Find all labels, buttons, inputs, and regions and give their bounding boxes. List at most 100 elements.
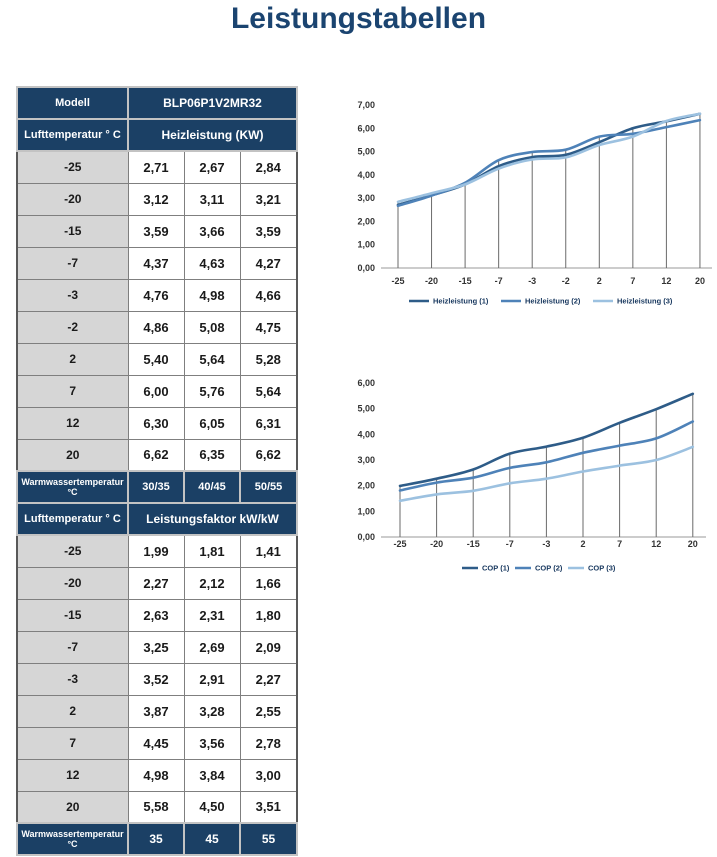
y-tick-label: 5,00 [357,147,375,157]
temp-cell: 12 [16,406,129,440]
x-tick-label: 20 [695,276,705,286]
value-cell: 6,30 [127,406,185,440]
value-cell: 2,78 [239,726,298,760]
y-tick-label: 3,00 [357,455,375,465]
temp-cell: -3 [16,662,129,696]
value-cell: 4,98 [183,278,241,312]
value-cell: 3,25 [127,630,185,664]
water-temp-footer-row: Warmwassertemperatur °C 35 45 55 [16,822,299,856]
cop-data-row: -20 2,27 2,12 1,66 [16,566,298,600]
y-tick-label: 2,00 [357,481,375,491]
value-cell: 6,62 [127,438,185,472]
legend-label: COP (2) [535,564,563,573]
value-cell: 6,62 [239,438,298,472]
heizleistung-header-cell: Heizleistung (KW) [126,118,299,152]
value-cell: 5,64 [239,374,298,408]
value-cell: 6,35 [183,438,241,472]
water-temp-header-row: Warmwassertemperatur °C 30/35 40/45 50/55 [16,470,299,504]
value-cell: 5,64 [183,342,241,376]
water-temp-header-cell: Warmwassertemperatur °C [16,470,129,504]
x-tick-label: -25 [391,276,404,286]
water-temp-col-cell: 30/35 [127,470,185,504]
value-cell: 3,66 [183,214,241,248]
temp-cell: -3 [16,278,129,312]
value-cell: 2,55 [239,694,298,728]
water-temp-col-cell: 50/55 [238,470,299,504]
legend-label: Heizleistung (2) [525,297,581,306]
temp-cell: -20 [16,182,129,216]
value-cell: 5,28 [239,342,298,376]
heizleistung-data-row: 12 6,30 6,05 6,31 [16,406,298,440]
x-tick-label: 7 [630,276,635,286]
value-cell: 4,98 [127,758,185,792]
x-tick-label: 12 [661,276,671,286]
heizleistung-data-row: 2 5,40 5,64 5,28 [16,342,298,376]
water-temp-col-cell: 55 [238,822,299,856]
value-cell: 2,09 [239,630,298,664]
water-temp-footer-cell: Warmwassertemperatur °C [16,822,129,856]
value-cell: 2,27 [127,566,185,600]
cop-header-row: Lufttemperatur ° C Leistungsfaktor kW/kW [16,502,299,536]
temp-cell: -15 [16,214,129,248]
value-cell: 2,91 [183,662,241,696]
temp-cell: -7 [16,630,129,664]
value-cell: 1,81 [183,534,241,568]
heizleistung-data-row: -3 4,76 4,98 4,66 [16,278,298,312]
series-line [398,420,695,492]
cop-chart: 0,00 1,00 2,00 3,00 4,00 5,00 6,00 -25 -20 -15 -7 -… [357,378,706,573]
temp-cell: -7 [16,246,129,280]
value-cell: 3,59 [239,214,298,248]
air-temp-header-cell: Lufttemperatur ° C [16,502,129,536]
heizleistung-data-row: 20 6,62 6,35 6,62 [16,438,298,472]
heizleistung-chart: 0,00 1,00 2,00 3,00 4,00 5,00 6,00 7,00 -25 -20 -1… [357,100,712,306]
value-cell: 5,40 [127,342,185,376]
x-tick-label: 2 [597,276,602,286]
value-cell: 4,66 [239,278,298,312]
value-cell: 6,05 [183,406,241,440]
y-tick-label: 0,00 [357,532,375,542]
cop-data-row: 20 5,58 4,50 3,51 [16,790,298,824]
value-cell: 1,41 [239,534,298,568]
y-tick-label: 7,00 [357,100,375,110]
cop-data-row: -15 2,63 2,31 1,80 [16,598,298,632]
value-cell: 4,86 [127,310,185,344]
model-row: Modell BLP06P1V2MR32 [16,86,299,120]
heizleistung-data-row: -20 3,12 3,11 3,21 [16,182,298,216]
value-cell: 3,51 [239,790,298,824]
value-cell: 2,31 [183,598,241,632]
x-tick-label: -2 [562,276,570,286]
value-cell: 6,31 [239,406,298,440]
heizleistung-header-row: Lufttemperatur ° C Heizleistung (KW) [16,118,299,152]
value-cell: 2,69 [183,630,241,664]
y-tick-label: 2,00 [357,216,375,226]
legend-label: Heizleistung (1) [433,297,489,306]
page-title: Leistungstabellen [230,2,487,35]
value-cell: 3,87 [127,694,185,728]
value-cell: 1,80 [239,598,298,632]
series-line [398,445,695,503]
value-cell: 4,63 [183,246,241,280]
cop-data-row: 2 3,87 3,28 2,55 [16,694,298,728]
cop-data-row: 7 4,45 3,56 2,78 [16,726,298,760]
value-cell: 2,71 [127,150,185,184]
cop-data-row: -3 3,52 2,91 2,27 [16,662,298,696]
value-cell: 3,52 [127,662,185,696]
water-temp-col-cell: 40/45 [183,470,241,504]
value-cell: 3,00 [239,758,298,792]
value-cell: 4,75 [239,310,298,344]
y-tick-label: 6,00 [357,378,375,388]
x-tick-label: -3 [528,276,536,286]
x-tick-label: -20 [430,539,443,549]
model-value-cell: BLP06P1V2MR32 [126,86,299,120]
y-tick-label: 5,00 [357,404,375,414]
value-cell: 2,67 [183,150,241,184]
series-line [396,112,702,204]
heizleistung-data-row: -25 2,71 2,67 2,84 [16,150,298,184]
value-cell: 1,99 [127,534,185,568]
value-cell: 5,76 [183,374,241,408]
y-tick-label: 4,00 [357,429,375,439]
value-cell: 3,12 [127,182,185,216]
value-cell: 4,27 [239,246,298,280]
air-temp-header-cell: Lufttemperatur ° C [16,118,129,152]
temp-cell: 12 [16,758,129,792]
